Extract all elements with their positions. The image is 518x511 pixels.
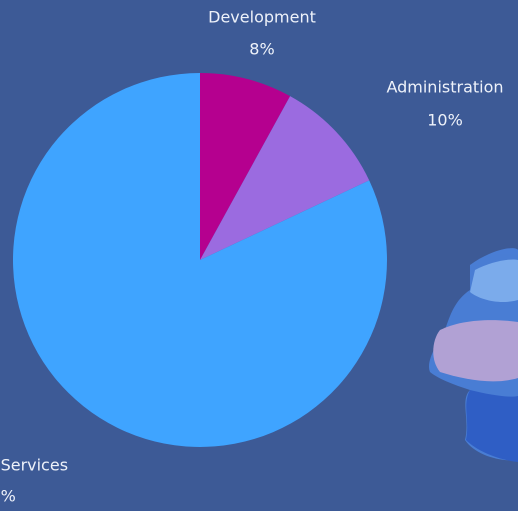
labels: Development 8% Administration 10% Program Se… <box>0 8 504 506</box>
slice-value-label: 10% <box>427 111 463 130</box>
watercolor-decoration <box>428 248 518 462</box>
pie-slice <box>12 73 387 448</box>
slice-value-label: 8% <box>249 40 274 59</box>
pie-slice <box>200 96 370 261</box>
slice-value-label: 82% <box>0 487 16 506</box>
slice-label: Development <box>208 8 316 27</box>
pie <box>12 73 387 448</box>
slice-label: Administration <box>386 78 503 97</box>
slice-label: Program Services <box>0 456 68 475</box>
pie-slice <box>200 73 291 260</box>
